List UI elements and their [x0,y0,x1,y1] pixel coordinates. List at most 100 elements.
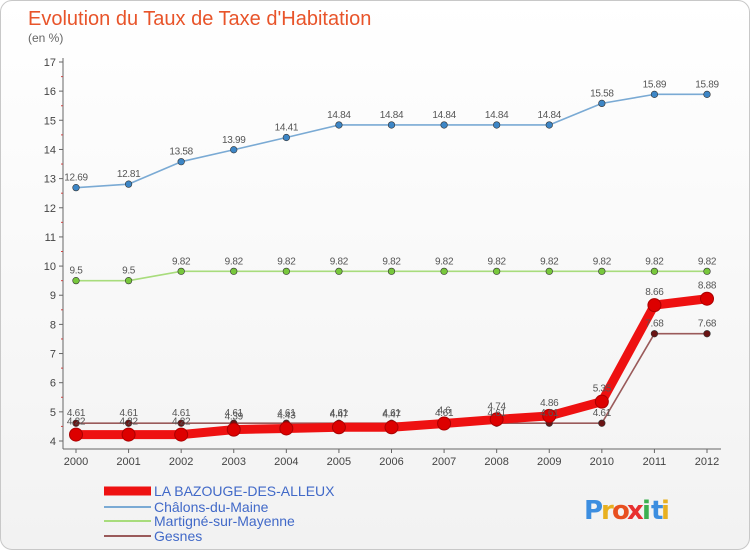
data-label: 4.61 [382,408,401,419]
data-label: 7.68 [645,319,664,330]
data-point [335,121,343,129]
data-label: 4.61 [330,408,349,419]
logo-letter: i [642,496,651,526]
data-label: 7.68 [698,319,717,330]
y-tick-label: 13 [44,174,56,186]
data-label: 9.5 [69,266,83,277]
logo-letter: o [612,496,630,526]
logo-letter: i [661,496,670,526]
y-tick-label: 5 [50,407,56,419]
data-label: 4.74 [488,401,507,412]
data-point [230,267,238,275]
data-point [703,90,711,98]
data-point [594,394,609,409]
data-label: 12.81 [117,169,141,180]
data-label: 4.6 [438,406,452,417]
data-label: 14.84 [537,110,561,121]
y-tick-label: 12 [44,203,56,215]
data-point [440,267,448,275]
data-point [437,416,452,431]
series-la-bazouge-des-alleux [69,291,714,442]
y-tick-label: 15 [44,115,56,127]
data-label: 9.82 [277,256,296,267]
data-label: 12.69 [64,173,88,184]
data-point [174,427,189,442]
data-label: 4.61 [593,408,612,419]
data-point [703,330,711,338]
data-label: 4.43 [277,410,296,421]
x-tick-label: 2003 [222,456,246,468]
data-label: 4.39 [225,412,244,423]
data-point [542,408,557,423]
data-label: 9.82 [645,256,664,267]
data-point [384,420,399,435]
y-tick-label: 10 [44,261,56,273]
chart-title: Evolution du Taux de Taxe d'Habitation [28,8,371,30]
data-label: 4.61 [435,408,454,419]
axes: 4 5 6 7 8 9 10 11 12 13 14 15 16 17 2000 2001 2002 2003 20… [44,57,721,468]
data-label: 9.82 [435,256,454,267]
x-tick-label: 2012 [695,456,719,468]
data-label: 4.61 [67,408,86,419]
data-point [489,412,504,427]
data-point [177,267,185,275]
series-martigne-sur-mayenne [72,267,711,285]
data-point [700,291,714,306]
x-tick-label: 2007 [432,456,456,468]
data-label: 9.82 [593,256,612,267]
data-point [598,419,606,427]
y-tick-label: 16 [44,86,56,98]
data-point [650,330,659,338]
data-label: 9.82 [488,256,507,267]
data-label: 4.47 [330,409,349,420]
y-tick-label: 4 [50,436,56,448]
data-label: 9.82 [225,256,244,267]
data-label: 14.84 [380,110,404,121]
x-tick-label: 2009 [537,456,561,468]
data-label: 4.22 [67,417,86,428]
y-tick-label: 14 [44,144,56,156]
x-tick-label: 2010 [590,456,614,468]
data-point [335,267,343,275]
y-tick-label: 9 [50,290,56,302]
data-label: 8.88 [698,281,717,292]
y-tick-label: 6 [50,378,56,390]
y-tick-label: 11 [45,232,56,244]
series-layer [69,90,714,442]
data-label: 9.82 [540,256,559,267]
data-label: 8.66 [645,287,664,298]
data-label: 4.61 [488,408,507,419]
data-point [124,180,133,188]
data-point [493,267,501,275]
logo-letter: r [601,496,614,526]
y-tick-label: 17 [44,57,56,69]
x-tick-label: 2006 [379,456,403,468]
data-label: 9.82 [698,256,717,267]
data-point [124,419,133,427]
data-point [598,99,606,107]
data-label: 5.35 [593,384,612,395]
legend: LA BAZOUGE-DES-ALLEUXChâlons-du-MaineMar… [104,483,335,544]
data-label: 4.22 [172,417,191,428]
data-label: 14.41 [275,123,299,134]
data-label: 15.89 [643,79,667,90]
data-label: 14.84 [432,110,456,121]
data-label: 4.61 [172,408,191,419]
data-point [72,277,80,285]
data-label: 13.58 [169,147,193,158]
data-point [282,267,290,275]
data-point [493,121,501,129]
x-tick-label: 2008 [484,456,508,468]
data-label: 14.84 [327,110,351,121]
data-label: 9.82 [330,256,349,267]
legend-label-martigne-sur-mayenne: Martigné-sur-Mayenne [154,513,295,529]
data-point [279,421,294,436]
legend-label-la-bazouge-des-alleux: LA BAZOUGE-DES-ALLEUX [154,483,335,499]
data-label: 4.61 [225,408,244,419]
data-point [331,420,346,435]
data-label: 4.61 [277,408,296,419]
x-tick-label: 2005 [327,456,351,468]
